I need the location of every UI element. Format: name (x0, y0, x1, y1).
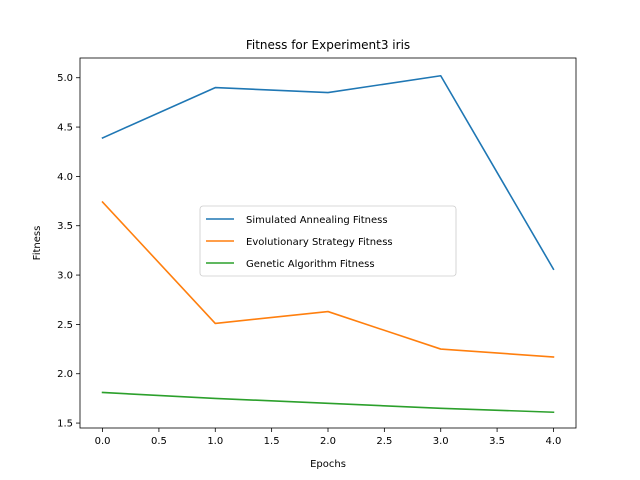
x-tick-label: 3.0 (433, 436, 449, 447)
y-tick-label: 5.0 (57, 73, 73, 84)
series-layer (101, 74, 555, 414)
y-tick-label: 4.5 (57, 123, 73, 134)
y-tick-label: 1.5 (57, 419, 73, 430)
x-tick-label: 1.5 (264, 436, 280, 447)
x-tick-label: 0.5 (151, 436, 167, 447)
x-axis-ticks: 0.0 0.5 1.0 1.5 2.0 2.5 3.0 3.5 4.0 (95, 428, 562, 447)
x-tick-label: 1.0 (207, 436, 223, 447)
y-tick-label: 2.5 (57, 320, 73, 331)
y-tick-label: 3.5 (57, 221, 73, 232)
y-tick-label: 4.0 (57, 172, 73, 183)
series-line-0 (101, 74, 555, 271)
series-line-2 (101, 391, 555, 414)
x-axis-label: Epochs (310, 459, 346, 470)
y-tick-label: 3.0 (57, 271, 73, 282)
chart-title: Fitness for Experiment3 iris (246, 38, 410, 52)
x-tick-label: 4.0 (546, 436, 562, 447)
y-tick-label: 2.0 (57, 369, 73, 380)
y-axis-label: Fitness (32, 226, 43, 261)
x-tick-label: 2.5 (376, 436, 392, 447)
x-tick-label: 2.0 (320, 436, 336, 447)
legend-label-0: Simulated Annealing Fitness (246, 215, 388, 226)
y-axis-ticks: 1.5 2.0 2.5 3.0 3.5 4.0 4.5 5.0 (57, 73, 80, 430)
x-tick-label: 0.0 (95, 436, 111, 447)
x-tick-label: 3.5 (489, 436, 505, 447)
legend-box (199, 205, 457, 277)
legend-label-2: Genetic Algorithm Fitness (246, 259, 375, 270)
legend: Simulated Annealing Fitness Evolutionary … (199, 205, 457, 277)
series-line-1 (101, 200, 555, 358)
legend-label-1: Evolutionary Strategy Fitness (246, 237, 393, 248)
